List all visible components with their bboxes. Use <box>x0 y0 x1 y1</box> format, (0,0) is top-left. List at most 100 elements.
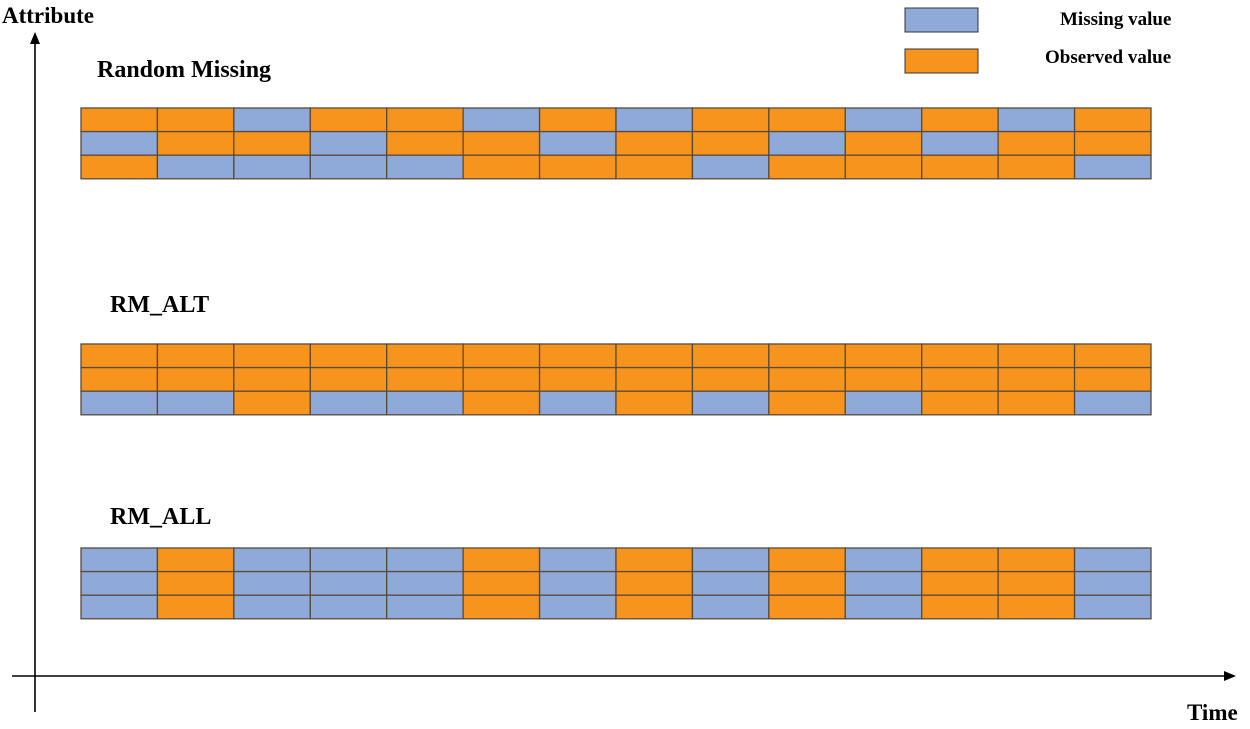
legend-missing-label: Missing value <box>1060 9 1172 30</box>
grid-cell-observed <box>997 570 1076 596</box>
grid-cell-missing <box>386 570 464 596</box>
grid-cell-missing <box>309 154 388 180</box>
grid-cell-observed <box>538 343 617 369</box>
grid-cell-observed <box>615 547 694 573</box>
grid-cell-observed <box>768 343 846 369</box>
grid-cell-missing <box>921 130 999 156</box>
grid-cell-observed <box>615 570 694 596</box>
grid-cell-missing <box>1073 154 1152 180</box>
grid-cell-observed <box>462 343 541 369</box>
grid-cell-observed <box>386 107 464 133</box>
grid-cell-missing <box>1073 594 1152 620</box>
grid-cell-observed <box>1073 130 1152 156</box>
grid-cell-missing <box>80 130 159 156</box>
grid-cell-observed <box>1073 107 1152 133</box>
grid-cell-observed <box>386 130 464 156</box>
panel-random-missing-grid <box>80 107 1152 180</box>
grid-cell-missing <box>462 107 541 133</box>
grid-cell-missing <box>538 570 617 596</box>
grid-cell-observed <box>233 366 311 392</box>
grid-cell-observed <box>462 547 541 573</box>
grid-cell-missing <box>386 390 464 416</box>
grid-cell-missing <box>309 547 388 573</box>
grid-cell-observed <box>921 343 999 369</box>
grid-cell-observed <box>538 154 617 180</box>
grid-cell-observed <box>997 547 1076 573</box>
grid-cell-missing <box>538 390 617 416</box>
grid-cell-observed <box>156 570 235 596</box>
grid-cell-observed <box>997 130 1076 156</box>
grid-cell-observed <box>844 343 923 369</box>
grid-cell-observed <box>80 107 159 133</box>
grid-cell-missing <box>691 547 770 573</box>
grid-cell-missing <box>1073 570 1152 596</box>
grid-cell-observed <box>156 594 235 620</box>
grid-cell-missing <box>233 570 311 596</box>
grid-cell-observed <box>691 130 770 156</box>
grid-cell-missing <box>997 107 1076 133</box>
grid-cell-missing <box>538 594 617 620</box>
grid-cell-observed <box>1073 366 1152 392</box>
grid-cell-missing <box>844 390 923 416</box>
grid-cell-observed <box>768 366 846 392</box>
grid-cell-observed <box>844 154 923 180</box>
grid-cell-missing <box>538 130 617 156</box>
grid-cell-observed <box>844 366 923 392</box>
grid-cell-observed <box>615 130 694 156</box>
grid-cell-observed <box>615 594 694 620</box>
grid-cell-missing <box>80 547 159 573</box>
grid-cell-missing <box>768 130 846 156</box>
grid-cell-observed <box>768 570 846 596</box>
grid-cell-observed <box>997 343 1076 369</box>
grid-cell-observed <box>844 130 923 156</box>
grid-cell-missing <box>386 547 464 573</box>
grid-cell-missing <box>844 570 923 596</box>
legend-missing-swatch <box>904 7 979 33</box>
grid-cell-observed <box>615 343 694 369</box>
grid-cell-observed <box>80 343 159 369</box>
grid-cell-missing <box>691 390 770 416</box>
grid-cell-observed <box>997 366 1076 392</box>
grid-cell-missing <box>156 154 235 180</box>
grid-cell-missing <box>156 390 235 416</box>
grid-cell-observed <box>233 390 311 416</box>
grid-cell-missing <box>1073 547 1152 573</box>
grid-cell-missing <box>691 154 770 180</box>
grid-cell-missing <box>538 547 617 573</box>
grid-cell-missing <box>386 154 464 180</box>
grid-cell-observed <box>921 570 999 596</box>
grid-cell-observed <box>80 154 159 180</box>
grid-cell-observed <box>156 547 235 573</box>
grid-cell-observed <box>309 107 388 133</box>
grid-cell-observed <box>233 130 311 156</box>
grid-cell-observed <box>462 390 541 416</box>
grid-cell-missing <box>844 594 923 620</box>
grid-cell-observed <box>997 390 1076 416</box>
grid-cell-missing <box>80 390 159 416</box>
grid-cell-observed <box>768 107 846 133</box>
y-axis-label: Attribute <box>2 3 94 28</box>
grid-cell-observed <box>156 343 235 369</box>
grid-cell-observed <box>386 343 464 369</box>
panel-rm-all-grid <box>80 547 1152 620</box>
grid-cell-observed <box>768 154 846 180</box>
grid-cell-missing <box>309 390 388 416</box>
panel-rm-alt-grid <box>80 343 1152 416</box>
grid-cell-observed <box>691 343 770 369</box>
grid-cell-missing <box>80 570 159 596</box>
grid-cell-observed <box>768 547 846 573</box>
grid-cell-missing <box>691 594 770 620</box>
x-axis-label: Time <box>1187 700 1238 725</box>
grid-cell-observed <box>921 366 999 392</box>
grid-cell-observed <box>309 366 388 392</box>
grid-cell-observed <box>462 594 541 620</box>
grid-cell-observed <box>538 107 617 133</box>
grid-cell-observed <box>462 154 541 180</box>
grid-cell-observed <box>156 366 235 392</box>
grid-cell-missing <box>309 570 388 596</box>
grid-cell-observed <box>615 390 694 416</box>
grid-cell-observed <box>1073 343 1152 369</box>
grid-cell-observed <box>997 154 1076 180</box>
grid-cell-observed <box>768 594 846 620</box>
